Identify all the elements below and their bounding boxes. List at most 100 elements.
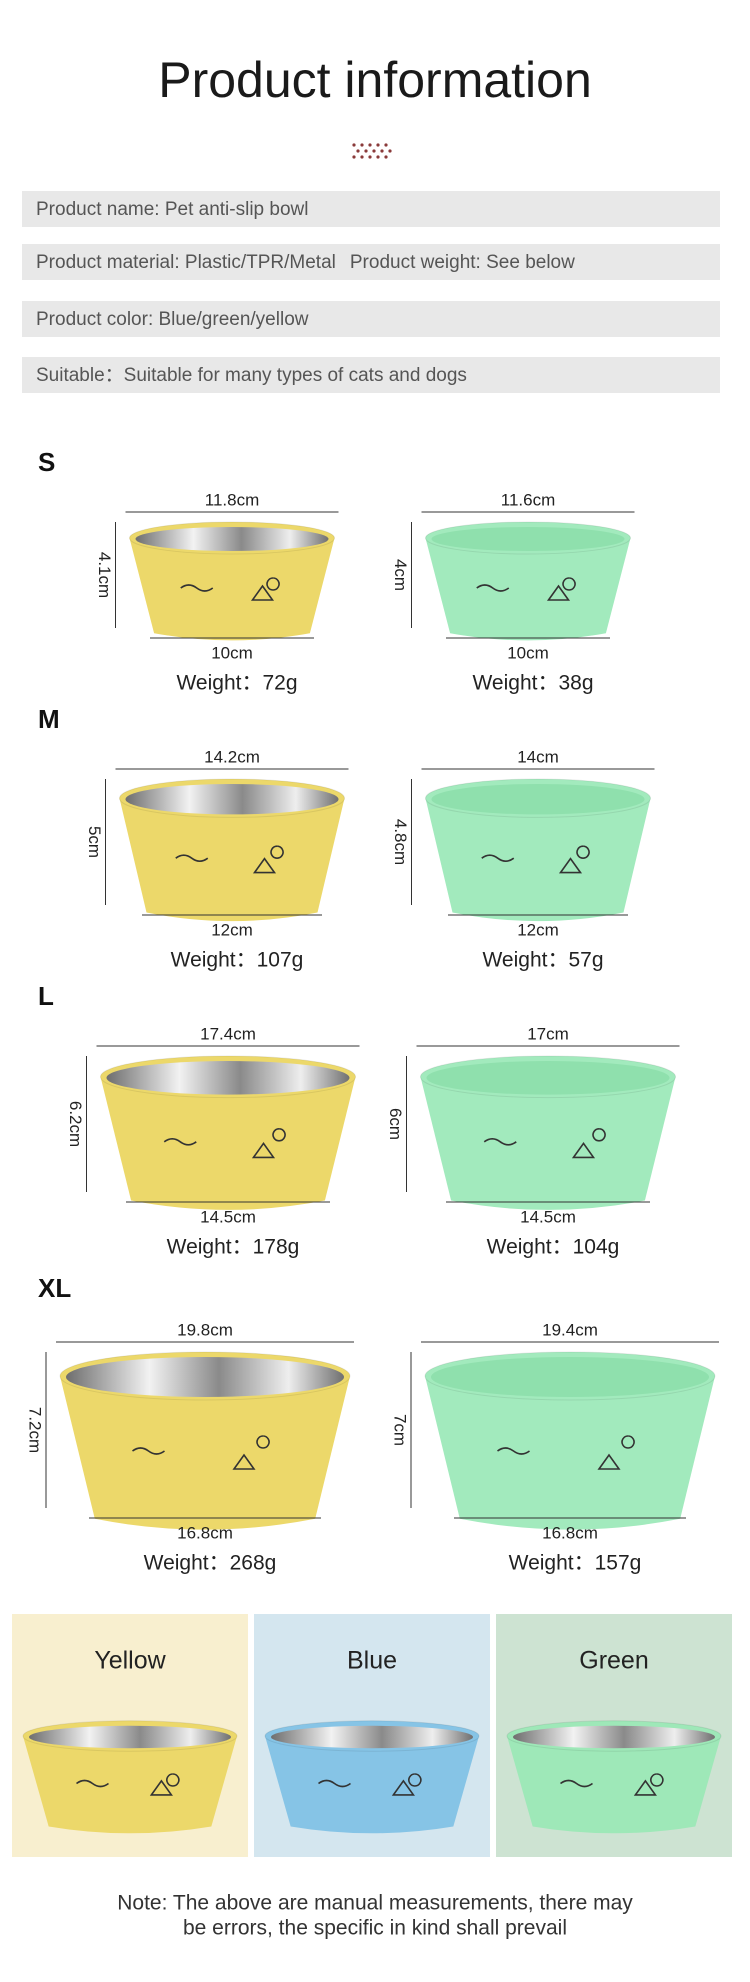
bowl-weight: Weight：107g — [171, 949, 304, 972]
bottom-dimension: 16.8cm — [542, 1523, 598, 1542]
size-section: M 14.2cm 5cm 12cm Weight：107g 14cm 4.8cm 12cm We… — [38, 704, 655, 972]
bowl-body — [425, 1376, 715, 1530]
bowl-print — [175, 845, 284, 874]
top-dimension: 11.8cm — [205, 490, 260, 509]
bowl-inside — [125, 784, 339, 815]
top-dimension: 14.2cm — [204, 747, 260, 766]
color-panel: Yellow — [12, 1614, 248, 1857]
bowl-body — [507, 1736, 721, 1834]
bowl-print — [180, 577, 280, 601]
bowl-print — [497, 1435, 635, 1470]
top-dimension: 17.4cm — [200, 1024, 256, 1043]
bowl-image — [100, 1055, 356, 1210]
bottom-dimension: 14.5cm — [520, 1207, 576, 1226]
title-ornament — [352, 143, 392, 159]
bowl-inside — [426, 1061, 670, 1095]
bowl-body — [265, 1736, 479, 1834]
bowl-card: 17.4cm 6.2cm 14.5cm Weight：178g — [66, 1024, 360, 1259]
bowl-print — [560, 1773, 664, 1796]
bowl-card: 14cm 4.8cm 12cm Weight：57g — [391, 747, 655, 972]
bowl-print — [132, 1435, 270, 1470]
bowl-inside — [135, 527, 329, 551]
color-panel: Blue — [254, 1614, 490, 1857]
bowl-weight: Weight：57g — [482, 949, 603, 972]
info-text: Suitable：Suitable for many types of cats… — [36, 365, 467, 386]
color-label: Green — [579, 1647, 648, 1675]
bowl-print — [476, 577, 576, 601]
size-label: S — [38, 447, 55, 477]
info-text: Product material: Plastic/TPR/Metal — [36, 252, 336, 273]
info-text: Product name: Pet anti-slip bowl — [36, 199, 308, 220]
bowl-body — [425, 798, 651, 922]
info-text: Product weight: See below — [350, 252, 575, 273]
bowl-weight: Weight：157g — [509, 1552, 642, 1575]
bowl-card: 14.2cm 5cm 12cm Weight：107g — [85, 747, 349, 972]
height-dimension: 4.1cm — [95, 552, 114, 598]
bowl-body — [119, 798, 345, 922]
bowl-image — [129, 521, 335, 641]
bowl-body — [60, 1376, 350, 1530]
bowl-inside — [29, 1725, 231, 1749]
bowl-weight: Weight：72g — [176, 672, 297, 695]
bowl-body — [129, 538, 335, 641]
bowl-inside — [271, 1725, 473, 1749]
height-dimension: 7cm — [391, 1414, 410, 1446]
bowl-inside — [431, 784, 645, 815]
info-bar — [22, 191, 720, 227]
bottom-dimension: 10cm — [211, 643, 253, 662]
bowl-image — [264, 1720, 480, 1834]
info-row: Product color: Blue/green/yellow — [22, 301, 720, 337]
size-label: XL — [38, 1273, 71, 1303]
top-dimension: 19.8cm — [177, 1320, 233, 1339]
color-label: Blue — [347, 1647, 397, 1675]
color-label: Yellow — [94, 1647, 166, 1675]
size-label: L — [38, 981, 54, 1011]
height-dimension: 7.2cm — [26, 1407, 45, 1453]
bottom-dimension: 12cm — [211, 920, 253, 939]
bowl-inside — [106, 1061, 350, 1095]
bowl-print — [483, 1128, 606, 1159]
bowl-image — [424, 1351, 716, 1530]
bowl-weight: Weight：38g — [472, 672, 593, 695]
bowl-image — [425, 521, 631, 641]
bowl-image — [420, 1055, 676, 1210]
bowl-card: 19.8cm 7.2cm 16.8cm Weight：268g — [26, 1320, 354, 1575]
bowl-image — [506, 1720, 722, 1834]
info-bar — [22, 244, 720, 280]
height-dimension: 4cm — [391, 559, 410, 591]
bowl-inside — [431, 1357, 709, 1397]
bowl-card: 11.8cm 4.1cm 10cm Weight：72g — [95, 490, 339, 695]
bottom-dimension: 12cm — [517, 920, 559, 939]
note-text: Note: The above are manual measurements,… — [117, 1892, 633, 1915]
bottom-dimension: 16.8cm — [177, 1523, 233, 1542]
height-dimension: 6cm — [386, 1108, 405, 1140]
height-dimension: 5cm — [85, 826, 104, 858]
bowl-image — [22, 1720, 238, 1834]
size-section: S 11.8cm 4.1cm 10cm Weight：72g 11.6cm 4cm 10cm W… — [38, 447, 635, 695]
bowl-image — [425, 778, 651, 922]
bowl-body — [420, 1076, 676, 1210]
bowl-inside — [513, 1725, 715, 1749]
bowl-image — [59, 1351, 351, 1530]
height-dimension: 6.2cm — [66, 1101, 85, 1147]
bowl-body — [425, 538, 631, 641]
top-dimension: 17cm — [527, 1024, 569, 1043]
bowl-weight: Weight：104g — [487, 1236, 620, 1259]
info-text: Product color: Blue/green/yellow — [36, 309, 309, 330]
bowl-card: 17cm 6cm 14.5cm Weight：104g — [386, 1024, 680, 1259]
bowl-card: 19.4cm 7cm 16.8cm Weight：157g — [391, 1320, 719, 1575]
bowl-print — [481, 845, 590, 874]
bowl-print — [76, 1773, 180, 1796]
bowl-body — [100, 1076, 356, 1210]
top-dimension: 19.4cm — [542, 1320, 598, 1339]
top-dimension: 11.6cm — [501, 490, 556, 509]
page-title: Product information — [158, 52, 592, 108]
info-row: Suitable：Suitable for many types of cats… — [22, 357, 720, 393]
info-bar — [22, 357, 720, 393]
bottom-dimension: 10cm — [507, 643, 549, 662]
note-text: be errors, the specific in kind shall pr… — [183, 1917, 567, 1940]
size-section: XL19.8cm7.2cm16.8cmWeight：268g19.4cm7cm1… — [26, 1273, 719, 1575]
bottom-dimension: 14.5cm — [200, 1207, 256, 1226]
